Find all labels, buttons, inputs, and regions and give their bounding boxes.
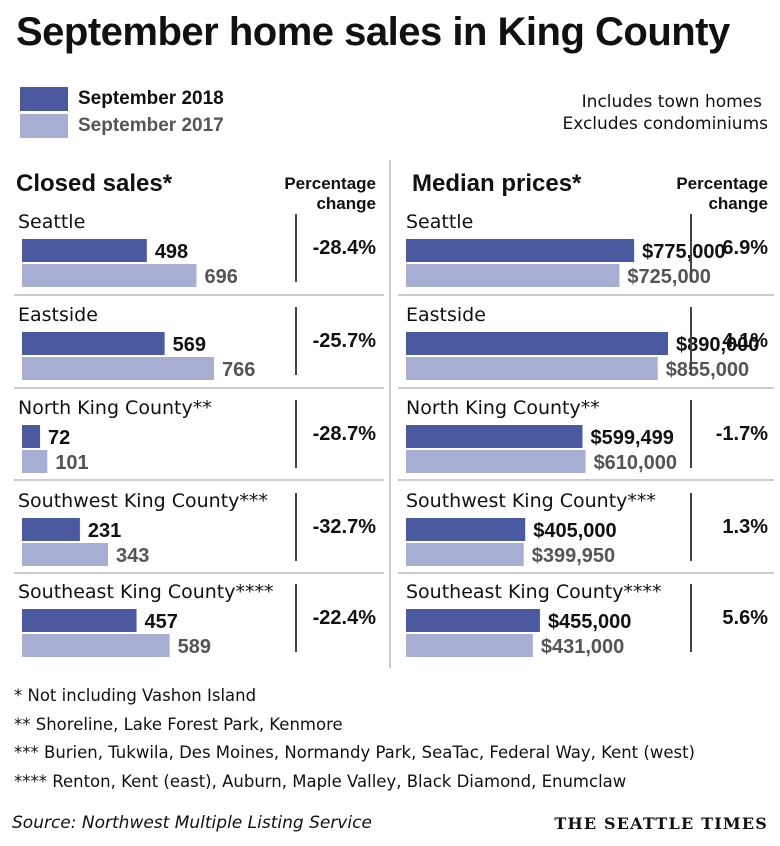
median-prices-category-label: Southwest King County***	[406, 490, 656, 512]
median-prices-bar-2017	[406, 264, 620, 287]
closed-sales-value-label-2017: 589	[178, 636, 211, 658]
closed-sales-value-label-2018: 569	[173, 334, 206, 356]
closed-sales-pct-header-line2: change	[316, 194, 376, 213]
median-prices-pct-change: 6.9%	[722, 237, 768, 259]
closed-sales-pct-change: -25.7%	[313, 330, 377, 352]
closed-sales-bar-2018	[22, 239, 147, 262]
median-prices-bar-2018	[406, 239, 635, 262]
median-prices-value-label-2017: $855,000	[666, 359, 749, 381]
median-prices-value-label-2018: $455,000	[548, 611, 631, 633]
median-prices-bar-2018	[406, 518, 526, 541]
closed-sales-value-label-2018: 231	[88, 520, 121, 542]
closed-sales-bar-2018	[22, 518, 80, 541]
closed-sales-pct-change: -32.7%	[313, 516, 377, 538]
closed-sales-pct-header-line1: Percentage	[284, 174, 376, 193]
median-prices-bar-2017	[406, 450, 586, 473]
note-town-homes: Includes town homes	[581, 92, 762, 112]
brand-logo: THE SEATTLE TIMES	[554, 814, 768, 833]
legend-label-2017: September 2017	[78, 115, 224, 136]
footnote-1: * Not including Vashon Island	[14, 686, 257, 705]
median-prices-bar-2017	[406, 543, 524, 566]
median-prices-pct-header: Percentage change	[676, 174, 768, 214]
closed-sales-bar-2017	[22, 264, 197, 287]
median-prices-pct-change: 1.3%	[722, 516, 768, 538]
median-prices-bar-2017	[406, 357, 658, 380]
footnote-4: **** Renton, Kent (east), Auburn, Maple …	[14, 772, 627, 791]
median-prices-pct-header-line2: change	[708, 194, 768, 213]
closed-sales-value-label-2018: 72	[48, 427, 70, 449]
closed-sales-category-label: Eastside	[18, 304, 98, 326]
legend-label-2018: September 2018	[78, 88, 224, 109]
closed-sales-bar-2017	[22, 357, 214, 380]
closed-sales-value-label-2018: 457	[145, 611, 178, 633]
note-condominiums: Excludes condominiums	[562, 114, 768, 134]
legend-swatch-2017	[20, 114, 68, 138]
closed-sales-bar-2018	[22, 332, 165, 355]
median-prices-header: Median prices*	[412, 170, 582, 197]
median-prices-value-label-2018: $890,000	[676, 334, 759, 356]
closed-sales-value-label-2017: 696	[204, 266, 237, 288]
median-prices-value-label-2017: $725,000	[627, 266, 710, 288]
median-prices-value-label-2018: $775,000	[642, 241, 725, 263]
closed-sales-pct-header: Percentage change	[284, 174, 376, 214]
closed-sales-bar-2017	[22, 450, 48, 473]
footnote-2: ** Shoreline, Lake Forest Park, Kenmore	[14, 715, 343, 734]
median-prices-pct-change: 5.6%	[722, 607, 768, 629]
median-prices-value-label-2018: $405,000	[533, 520, 616, 542]
median-prices-value-label-2017: $431,000	[541, 636, 624, 658]
closed-sales-bar-2017	[22, 543, 108, 566]
median-prices-pct-change: -1.7%	[716, 423, 768, 445]
median-prices-category-label: Southeast King County****	[406, 581, 662, 603]
legend-item-2018: September 2018	[20, 87, 224, 111]
closed-sales-category-label: Southeast King County****	[18, 581, 274, 603]
closed-sales-pct-change: -28.4%	[313, 237, 377, 259]
median-prices-pct-change: 4.1%	[722, 330, 768, 352]
closed-sales-category-label: Southwest King County***	[18, 490, 268, 512]
footnote-3: *** Burien, Tukwila, Des Moines, Normand…	[14, 743, 695, 762]
legend-item-2017: September 2017	[20, 114, 224, 138]
closed-sales-bar-2018	[22, 609, 137, 632]
median-prices-value-label-2017: $399,950	[532, 545, 615, 567]
median-prices-bar-2018	[406, 332, 668, 355]
closed-sales-category-label: Seattle	[18, 211, 85, 233]
closed-sales-header: Closed sales*	[16, 170, 173, 197]
chart-title: September home sales in King County	[16, 10, 730, 54]
closed-sales-pct-change: -22.4%	[313, 607, 377, 629]
closed-sales-pct-change: -28.7%	[313, 423, 377, 445]
median-prices-bar-2018	[406, 609, 540, 632]
closed-sales-value-label-2018: 498	[155, 241, 188, 263]
closed-sales-value-label-2017: 343	[116, 545, 149, 567]
median-prices-bar-2018	[406, 425, 583, 448]
source-note: Source: Northwest Multiple Listing Servi…	[12, 813, 372, 833]
closed-sales-value-label-2017: 101	[55, 452, 88, 474]
median-prices-category-label: Eastside	[406, 304, 486, 326]
median-prices-bar-2017	[406, 634, 533, 657]
median-prices-category-label: North King County**	[406, 397, 600, 419]
median-prices-value-label-2017: $610,000	[594, 452, 677, 474]
closed-sales-category-label: North King County**	[18, 397, 212, 419]
median-prices-value-label-2018: $599,499	[590, 427, 673, 449]
closed-sales-bar-2017	[22, 634, 170, 657]
median-prices-category-label: Seattle	[406, 211, 473, 233]
closed-sales-bar-2018	[22, 425, 41, 448]
legend-swatch-2018	[20, 87, 68, 111]
closed-sales-value-label-2017: 766	[222, 359, 255, 381]
median-prices-pct-header-line1: Percentage	[676, 174, 768, 193]
